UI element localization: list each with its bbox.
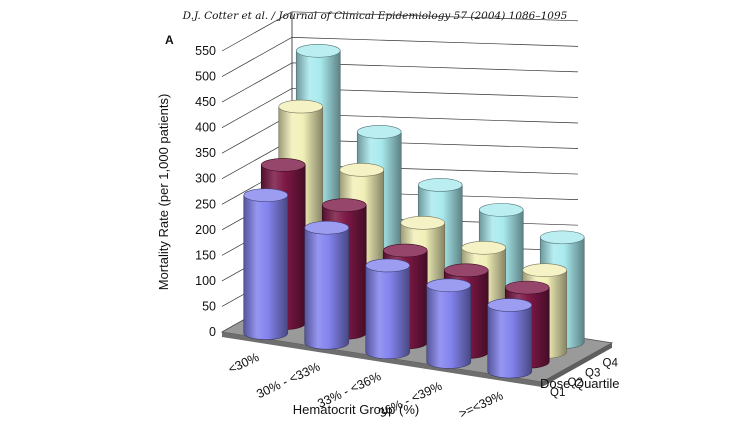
y-tick-labels: 0 50 100 150 200 250 300 350 400 450 500 550 — [195, 44, 216, 339]
bar-top — [260, 158, 306, 172]
bar-top — [461, 240, 507, 255]
bar-cylinder — [304, 220, 350, 350]
bar-top — [278, 99, 324, 114]
bar-body — [365, 265, 411, 360]
y-tick-label: 300 — [195, 172, 216, 186]
depth-tick-label: Q2 — [568, 377, 583, 389]
y-tick-label: 250 — [195, 197, 216, 211]
bar-top — [426, 278, 472, 293]
depth-axis-title: Dose Quartile — [540, 376, 619, 391]
bar-top — [382, 243, 428, 258]
gridline-side — [221, 11, 293, 52]
bar-top — [321, 198, 367, 212]
y-tick-label: 50 — [202, 299, 216, 313]
depth-tick-label: Q1 — [550, 387, 565, 399]
bar-body — [487, 304, 533, 379]
bar-top — [478, 203, 524, 217]
bar-top — [295, 43, 341, 58]
y-tick-label: 450 — [195, 95, 216, 109]
y-tick-label: 400 — [195, 121, 216, 135]
y-tick-label: 200 — [195, 223, 216, 237]
bar-top — [365, 258, 411, 273]
bar-top — [522, 263, 568, 277]
bar-top — [243, 188, 289, 202]
bar-cylinder — [487, 298, 533, 379]
bar-top — [504, 280, 550, 295]
y-tick-label: 150 — [195, 248, 216, 262]
bar-top — [356, 125, 402, 139]
bar-top — [304, 220, 350, 235]
floor-edge — [222, 332, 542, 387]
bar-body — [304, 227, 350, 350]
y-tick-label: 500 — [195, 70, 216, 84]
bar-top — [487, 298, 533, 312]
bar-top — [417, 178, 463, 192]
x-tick-label: >=<39% — [457, 388, 505, 421]
bar-body — [426, 284, 472, 369]
y-tick-label: 350 — [195, 146, 216, 160]
y-tick-label: 100 — [195, 274, 216, 288]
floor-edge-side — [542, 342, 612, 387]
bar-top — [443, 263, 489, 278]
x-axis-title: Hematocrit Group (%) — [293, 402, 419, 417]
bar-top — [400, 216, 446, 230]
bar-top — [339, 163, 385, 177]
panel-label: A — [165, 33, 174, 47]
depth-tick-label: Q4 — [603, 358, 619, 370]
bars — [243, 43, 585, 379]
y-tick-label: 550 — [195, 44, 216, 58]
gridline — [291, 36, 579, 47]
journal-header: D.J. Cotter et al. / Journal of Clinical… — [182, 10, 568, 22]
bar-cylinder — [426, 278, 472, 369]
gridline — [291, 11, 579, 22]
bar-top — [539, 230, 585, 245]
x-tick-label: 30% - <33% — [254, 360, 322, 402]
bar-cylinder — [243, 188, 289, 340]
gridline-side — [221, 62, 293, 103]
y-tick-label: 0 — [209, 325, 216, 339]
y-axis-title: Mortality Rate (per 1,000 patients) — [156, 94, 171, 291]
x-tick-label: <30% — [226, 350, 261, 376]
bar-cylinder — [365, 258, 411, 360]
bar-body — [243, 194, 289, 340]
depth-tick-label: Q3 — [585, 367, 600, 379]
gridline-side — [221, 37, 293, 77]
gridline-side — [221, 88, 293, 128]
